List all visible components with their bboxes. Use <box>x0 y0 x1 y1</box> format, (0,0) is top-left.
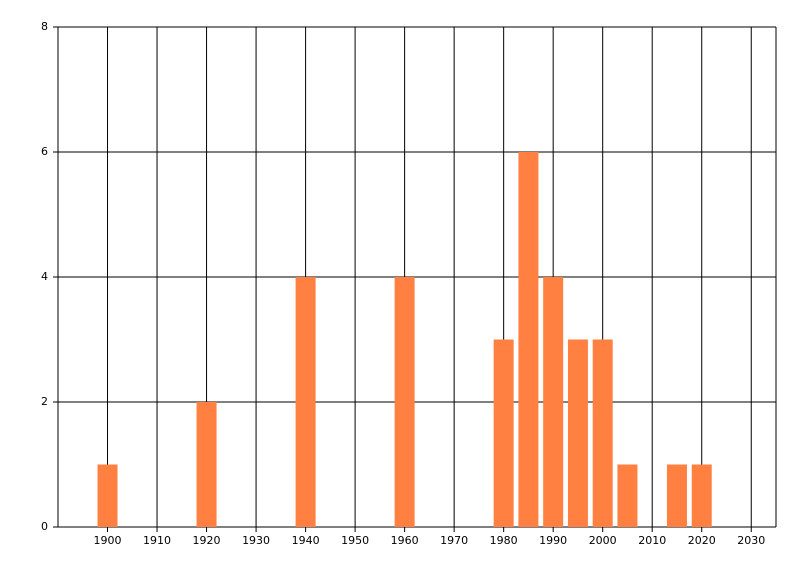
bar <box>196 402 217 527</box>
x-tick-label: 1940 <box>292 534 320 547</box>
y-tick-label: 6 <box>41 145 48 158</box>
bar <box>691 464 712 527</box>
x-tick-label: 1920 <box>193 534 221 547</box>
bar <box>592 339 613 527</box>
y-tick-label: 4 <box>41 270 48 283</box>
y-tick-label: 0 <box>41 520 48 533</box>
x-tick-label: 1970 <box>440 534 468 547</box>
y-tick-label: 2 <box>41 395 48 408</box>
x-tick-label: 1990 <box>539 534 567 547</box>
bar <box>394 277 415 527</box>
bar <box>493 339 514 527</box>
x-tick-label: 1910 <box>143 534 171 547</box>
y-tick-label: 8 <box>41 20 48 33</box>
x-tick-label: 2010 <box>638 534 666 547</box>
x-tick-label: 2000 <box>589 534 617 547</box>
bar <box>666 464 687 527</box>
bar <box>567 339 588 527</box>
x-tick-label: 1930 <box>242 534 270 547</box>
bar <box>518 152 539 527</box>
bar <box>543 277 564 527</box>
x-tick-label: 1980 <box>490 534 518 547</box>
bar <box>97 464 118 527</box>
x-tick-label: 1900 <box>94 534 122 547</box>
x-tick-label: 1960 <box>391 534 419 547</box>
bar <box>295 277 316 527</box>
x-tick-label: 2020 <box>688 534 716 547</box>
bar <box>617 464 638 527</box>
x-tick-label: 2030 <box>737 534 765 547</box>
x-tick-label: 1950 <box>341 534 369 547</box>
